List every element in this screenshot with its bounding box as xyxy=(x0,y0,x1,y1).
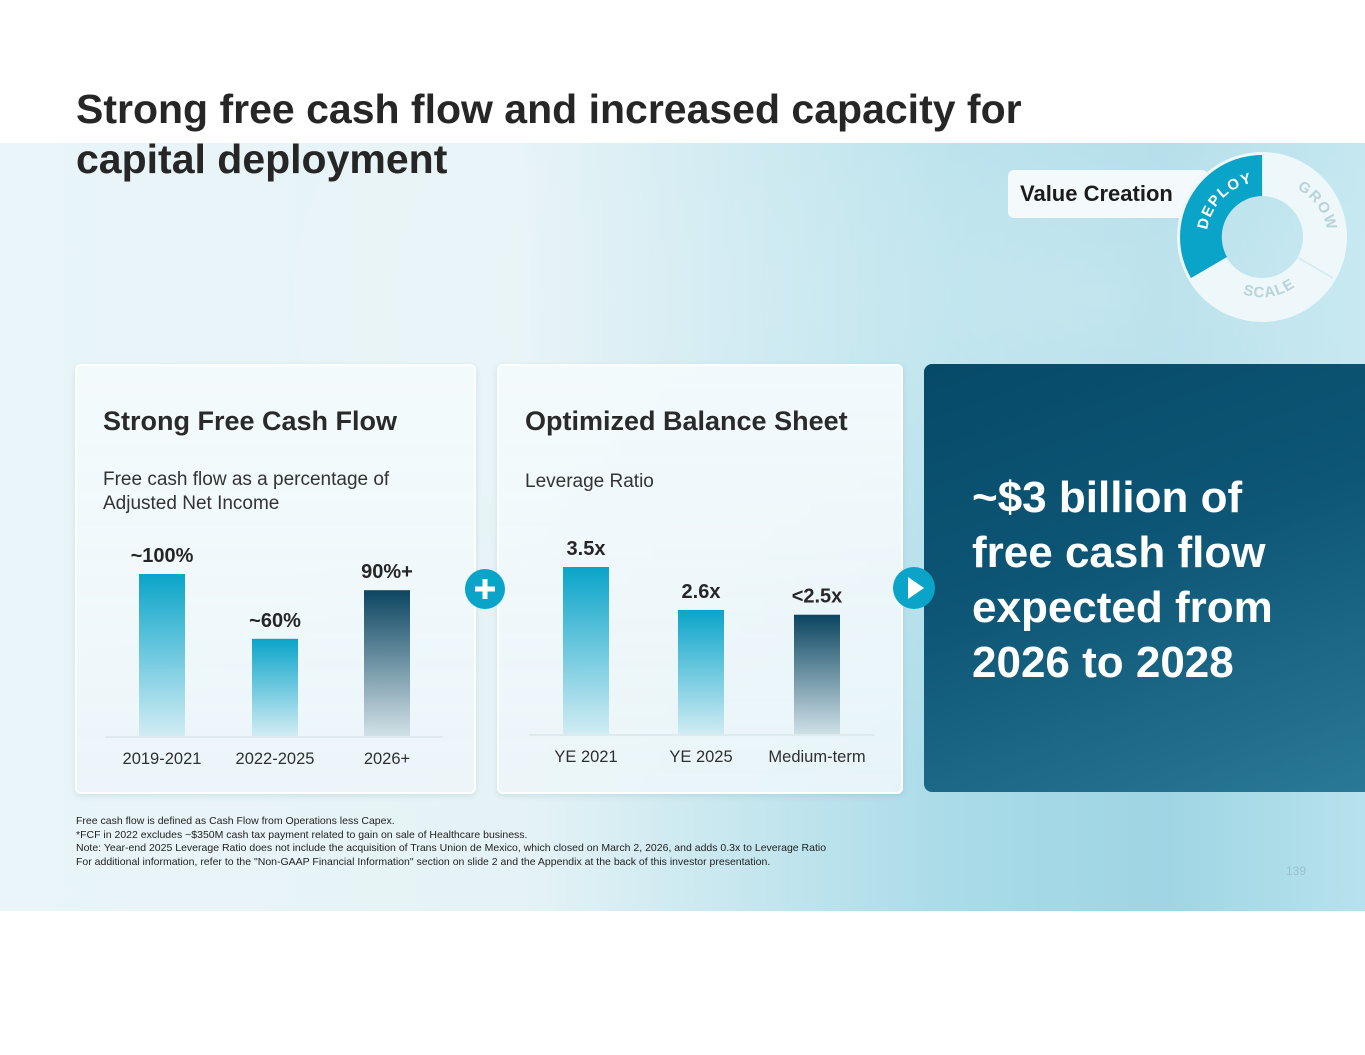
footnote: *FCF in 2022 excludes ~$350M cash tax pa… xyxy=(76,828,528,841)
x-tick-label: 2022-2025 xyxy=(236,750,315,768)
callout-line: expected from xyxy=(972,583,1273,632)
callout-line: 2026 to 2028 xyxy=(972,638,1234,687)
page-title: Strong free cash flow and increased capa… xyxy=(76,86,1022,182)
data-label: 3.5x xyxy=(567,538,606,560)
footnote: Free cash flow is defined as Cash Flow f… xyxy=(76,815,395,827)
fcf-subtitle: Free cash flow as a percentage of Adjust… xyxy=(103,468,389,516)
x-tick-label: 2019-2021 xyxy=(123,750,202,768)
callout-line: free cash flow xyxy=(972,528,1266,577)
leverage-bar-chart: 3.5x YE 2021 2.6x YE 2025 <2.5x Medium-term xyxy=(529,538,875,766)
bar-2022-2025 xyxy=(252,638,298,736)
wheel-segment-deploy xyxy=(1180,155,1262,278)
data-label: 90%+ xyxy=(361,561,413,583)
bar-medium-term xyxy=(794,614,840,734)
bar-ye-2025 xyxy=(678,609,724,734)
footnote: For additional information, refer to the… xyxy=(76,855,771,868)
x-tick-label: Medium-term xyxy=(768,748,865,766)
data-label: ~100% xyxy=(131,545,194,567)
data-label: 2.6x xyxy=(682,581,721,603)
balance-panel-title: Optimized Balance Sheet xyxy=(525,406,848,436)
data-label: ~60% xyxy=(249,610,301,632)
x-tick-label: YE 2021 xyxy=(554,748,617,766)
footnote: Note: Year-end 2025 Leverage Ratio does … xyxy=(76,842,827,854)
fcf-panel-title: Strong Free Cash Flow xyxy=(103,406,398,436)
bar-2019-2021 xyxy=(139,574,185,736)
fcf-callout: ~$3 billion of free cash flow expected f… xyxy=(924,364,1365,792)
x-tick-label: 2026+ xyxy=(364,750,410,768)
balance-sheet-panel: Optimized Balance Sheet Leverage Ratio 3… xyxy=(497,364,903,794)
value-creation-label: Value Creation xyxy=(1008,170,1208,218)
play-arrow-icon xyxy=(893,567,935,609)
balance-subtitle: Leverage Ratio xyxy=(525,471,654,492)
data-label: <2.5x xyxy=(792,586,843,608)
fcf-panel: Strong Free Cash Flow Free cash flow as … xyxy=(75,364,476,794)
callout-line: ~$3 billion of xyxy=(972,473,1243,522)
page-number: 139 xyxy=(1286,864,1307,878)
wheel-divider xyxy=(1296,256,1334,279)
footnotes: Free cash flow is defined as Cash Flow f… xyxy=(76,815,956,869)
bar-ye-2021 xyxy=(563,567,609,734)
plus-icon xyxy=(465,569,505,609)
callout-text: ~$3 billion of free cash flow expected f… xyxy=(972,470,1365,690)
fcf-subtitle-line: Adjusted Net Income xyxy=(103,493,280,514)
fcf-subtitle-line: Free cash flow as a percentage of xyxy=(103,469,390,490)
fcf-bar-chart: ~100% 2019-2021 ~60% 2022-2025 90%+ 2026+ xyxy=(105,545,443,768)
bar-2026- xyxy=(364,590,410,736)
x-tick-label: YE 2025 xyxy=(669,748,732,766)
value-creation-wheel: DEPLOY GROW SCALE xyxy=(1177,152,1347,322)
